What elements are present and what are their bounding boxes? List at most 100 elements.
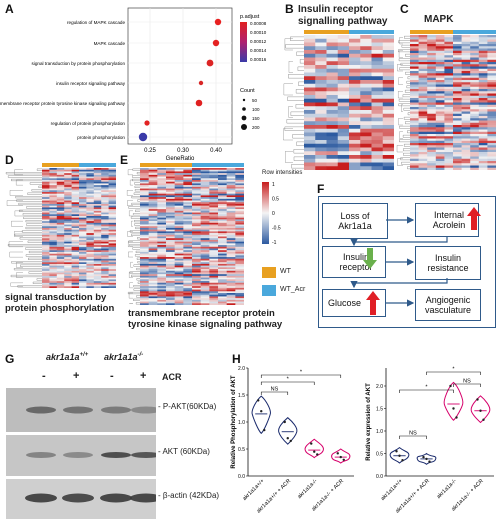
lane4-plus: + <box>140 370 147 382</box>
violin-point <box>283 420 286 424</box>
padj-legend-value: 0.00014 <box>250 48 267 53</box>
go-term-dot <box>198 80 204 86</box>
count-legend-title: Count <box>240 88 255 94</box>
violin-ytick: 0.0 <box>376 474 383 480</box>
count-legend-dot <box>241 124 247 130</box>
go-term-label: insulin receptor signaling pathway <box>56 81 126 86</box>
heatmap-d-caption: signal transduction by protein phosphory… <box>5 292 115 315</box>
heatmap-colorscale: 1 0.5 0 -0.5 -1 <box>262 182 281 246</box>
lane2-plus: + <box>73 370 80 382</box>
western-blot <box>6 388 156 519</box>
violin-point <box>260 410 263 413</box>
violin-shape <box>304 438 324 459</box>
go-term-label: protein phosphorylation <box>77 135 125 140</box>
significance-label: * <box>425 385 428 391</box>
panel-label-c: C <box>400 2 409 16</box>
padj-legend-title: p.adjust <box>240 14 260 20</box>
blot-bands <box>25 406 156 503</box>
scale-value: 1 <box>272 182 275 188</box>
heatmap-e-caption: transmembrane receptor protein tyrosine … <box>128 308 283 331</box>
violin-ylabel: Relative Phosphorylation of AKT <box>231 375 237 468</box>
count-legend-dot <box>241 115 247 121</box>
dotplot-xlabel: GeneRatio <box>166 156 195 162</box>
violin-point <box>425 457 428 461</box>
flow-box-acrolein: Internal Acrolein <box>415 203 479 237</box>
violin-point <box>263 428 266 432</box>
heatmap-cells <box>42 168 116 288</box>
row-dendrogram <box>283 36 304 169</box>
band-actin-label: - β-actin (42KDa) <box>158 491 220 500</box>
padj-legend-values: 0.00008 0.00010 0.00012 0.00014 0.00016 <box>250 21 267 62</box>
heatmap-e <box>126 163 244 305</box>
blot-band <box>63 406 93 414</box>
padj-legend-value: 0.00016 <box>250 57 267 62</box>
violin-total-akt: Relative expression of AKT 0.0 0.5 1.0 1.5 2.… <box>366 367 494 515</box>
violin-ytick: 2.0 <box>376 384 383 390</box>
genotype-ko-text: akr1a1a <box>104 352 138 362</box>
blot-band <box>63 452 93 458</box>
count-legend-items: 50 100 150 200 <box>241 98 260 130</box>
violin-point <box>482 418 485 421</box>
arrow-up-icon <box>366 291 380 315</box>
go-dotplot: regulation of MAPK cascade MAPK cascade si… <box>0 7 267 162</box>
band-pakt-label: - P-AKT(60KDa) <box>158 402 217 411</box>
lane3-minus: - <box>110 370 114 382</box>
violin-shape <box>331 448 351 464</box>
count-legend-value: 150 <box>252 116 260 121</box>
blot-band <box>100 493 132 503</box>
violin-xtick: akr1a1a+/+ <box>380 478 404 502</box>
genotype-ko-label: akr1a1a-/- <box>104 352 143 362</box>
dotplot-dots <box>138 18 222 142</box>
heatmap-c <box>396 30 496 170</box>
heatmap-b-title: Insulin receptor signalling pathway <box>298 4 388 27</box>
violin-xtick: akr1a1a-/- <box>436 478 458 500</box>
row-dendrogram <box>126 168 140 305</box>
heatmap-d <box>5 163 116 288</box>
group-bar-acr <box>192 163 244 167</box>
significance-bracket <box>399 435 427 439</box>
arrow-down-icon <box>363 248 377 269</box>
genotype-wt-label: akr1a1a+/+ <box>46 352 88 362</box>
blot-band <box>131 452 156 458</box>
dotplot-term-labels: regulation of MAPK cascade MAPK cascade si… <box>0 20 126 140</box>
wt-swatch <box>262 267 276 278</box>
violin-ylabel: Relative expression of AKT <box>366 383 372 461</box>
genotype-wt-sup: +/+ <box>79 352 89 358</box>
group-bar-wt <box>42 163 79 167</box>
group-bar-acr <box>349 30 394 34</box>
scale-values: 1 0.5 0 -0.5 -1 <box>272 182 281 246</box>
count-legend-value: 200 <box>252 125 260 130</box>
violin-shape <box>251 395 271 435</box>
significance-bracket <box>453 383 481 387</box>
x-tick-025: 0.25 <box>144 148 156 154</box>
count-legend-value: 100 <box>252 107 260 112</box>
violin-point <box>395 450 398 453</box>
lane1-minus: - <box>42 370 46 382</box>
violin-point <box>286 437 289 440</box>
violin-shape <box>470 395 491 424</box>
acr-label: WT_Acr <box>280 286 306 293</box>
group-bar-acr <box>79 163 116 167</box>
violin-xtick: akr1a1a+/+ <box>242 478 266 502</box>
arrow-up-icon <box>467 207 481 230</box>
flow-box-resistance: Insulin resistance <box>415 246 481 280</box>
heatmap-cells <box>410 35 496 170</box>
x-tick-030: 0.30 <box>177 148 189 154</box>
row-dendrogram <box>396 35 410 170</box>
blot-band <box>26 406 56 414</box>
blot-band <box>26 452 56 458</box>
go-term-dot <box>206 59 214 67</box>
violin-point <box>316 453 319 456</box>
significance-label: * <box>452 367 455 373</box>
significance-label: * <box>287 377 290 383</box>
go-term-dot <box>212 39 220 47</box>
significance-bracket <box>260 391 289 395</box>
heatmap-cells <box>140 168 244 305</box>
blot-band <box>62 493 94 503</box>
significance-bracket <box>426 371 481 375</box>
significance-label: * <box>300 370 303 376</box>
padj-legend-value: 0.00010 <box>250 30 267 35</box>
violin-point <box>398 454 401 457</box>
violin-point <box>422 455 425 459</box>
padj-legend-value: 0.00008 <box>250 21 267 26</box>
